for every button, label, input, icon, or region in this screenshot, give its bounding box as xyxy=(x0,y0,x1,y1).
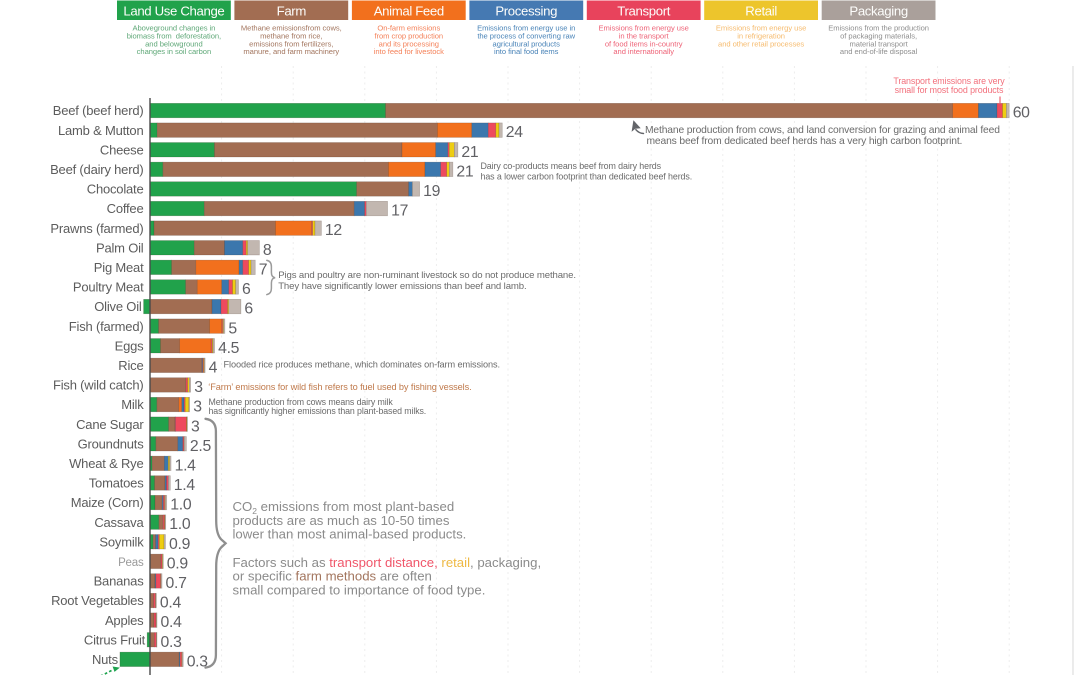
svg-text:small for most food products: small for most food products xyxy=(895,85,1004,95)
svg-text:21: 21 xyxy=(461,144,478,161)
svg-text:1.0: 1.0 xyxy=(169,516,191,533)
svg-text:Dairy co-products means beef f: Dairy co-products means beef from dairy … xyxy=(481,161,662,171)
svg-text:Maize (Corn): Maize (Corn) xyxy=(71,495,144,510)
svg-text:0.4: 0.4 xyxy=(160,595,182,612)
svg-text:21: 21 xyxy=(456,163,473,180)
svg-text:19: 19 xyxy=(423,183,440,200)
svg-text:Methane production from cows,: Methane production from cows, and land c… xyxy=(645,125,1000,136)
svg-text:Eggs: Eggs xyxy=(115,338,145,353)
svg-text:3: 3 xyxy=(191,418,200,435)
svg-text:Pig Meat: Pig Meat xyxy=(94,260,144,275)
svg-text:0.7: 0.7 xyxy=(166,575,187,592)
svg-text:Packaging: Packaging xyxy=(849,3,907,18)
svg-text:Soymilk: Soymilk xyxy=(99,534,144,549)
svg-text:Fish (farmed): Fish (farmed) xyxy=(69,319,144,334)
svg-text:Lamb & Mutton: Lamb & Mutton xyxy=(58,123,144,138)
svg-text:0.3: 0.3 xyxy=(187,654,209,671)
svg-text:Tomatoes: Tomatoes xyxy=(89,476,144,491)
svg-text:Transport: Transport xyxy=(617,3,670,18)
svg-text:Methane emissionsfrom cows,met: Methane emissionsfrom cows, methane from … xyxy=(241,24,342,57)
svg-text:Fish (wild catch): Fish (wild catch) xyxy=(53,378,144,393)
svg-text:Cheese: Cheese xyxy=(100,142,144,157)
svg-text:Poultry Meat: Poultry Meat xyxy=(73,280,144,295)
svg-text:5: 5 xyxy=(228,320,237,337)
svg-text:Pigs and poultry are non-rumin: Pigs and poultry are non-ruminant livest… xyxy=(278,270,576,281)
svg-text:lower than most animal-based p: lower than most animal-based products. xyxy=(233,527,467,542)
svg-text:Beef (dairy herd): Beef (dairy herd) xyxy=(50,162,143,177)
svg-text:1.4: 1.4 xyxy=(175,458,197,475)
svg-text:6: 6 xyxy=(242,281,251,298)
svg-text:Groundnuts: Groundnuts xyxy=(78,436,145,451)
svg-text:Transport emissions are very: Transport emissions are very xyxy=(893,76,1005,86)
svg-text:3: 3 xyxy=(194,379,203,396)
svg-text:Animal Feed: Animal Feed xyxy=(374,3,444,18)
svg-text:4.5: 4.5 xyxy=(218,340,240,357)
svg-text:Bananas: Bananas xyxy=(94,574,145,589)
svg-text:8: 8 xyxy=(263,242,272,259)
svg-text:Cane Sugar: Cane Sugar xyxy=(76,417,144,432)
svg-text:products are as much as 10-50: products are as much as 10-50 times xyxy=(233,513,450,528)
svg-text:Methane production from cows m: Methane production from cows means dairy… xyxy=(209,397,394,407)
svg-text:24: 24 xyxy=(506,124,523,141)
svg-text:Root Vegetables: Root Vegetables xyxy=(51,593,144,608)
svg-text:Flooded rice produces methane,: Flooded rice produces methane, which dom… xyxy=(224,360,500,370)
svg-text:CO2 emissions from most plant-: CO2 emissions from most plant-based xyxy=(233,499,455,516)
svg-text:0.9: 0.9 xyxy=(167,556,189,573)
svg-text:Palm Oil: Palm Oil xyxy=(96,240,144,255)
svg-text:Chocolate: Chocolate xyxy=(87,182,144,197)
svg-text:0.9: 0.9 xyxy=(169,536,191,553)
svg-text:Peas: Peas xyxy=(118,557,144,569)
svg-text:0.3: 0.3 xyxy=(161,634,183,651)
svg-text:Citrus Fruit: Citrus Fruit xyxy=(84,632,146,647)
svg-text:On-farm emissionsfrom crop pro: On-farm emissions from crop production and… xyxy=(374,24,444,57)
svg-text:2.5: 2.5 xyxy=(190,438,212,455)
svg-text:or specific farm methods are o: or specific farm methods are often xyxy=(233,569,432,584)
svg-text:Land Use Change: Land Use Change xyxy=(123,3,224,18)
svg-text:Milk: Milk xyxy=(121,397,144,412)
svg-text:has significantly higher emiss: has significantly higher emissions than … xyxy=(209,406,427,416)
svg-text:Coffee: Coffee xyxy=(107,201,144,216)
svg-text:They have significantly lower: They have significantly lower emissions … xyxy=(278,281,526,292)
svg-text:7: 7 xyxy=(259,262,268,279)
svg-text:Farm: Farm xyxy=(277,3,307,18)
svg-text:Apples: Apples xyxy=(105,613,144,628)
svg-text:Nuts: Nuts xyxy=(92,652,119,667)
svg-text:has a lower carbon footprint t: has a lower carbon footprint than dedica… xyxy=(481,171,693,181)
svg-text:Rice: Rice xyxy=(118,358,143,373)
svg-text:1.4: 1.4 xyxy=(174,477,196,494)
svg-text:0.4: 0.4 xyxy=(161,614,183,631)
svg-text:Retail: Retail xyxy=(745,3,777,18)
svg-text:3: 3 xyxy=(193,399,202,416)
svg-text:17: 17 xyxy=(391,203,408,220)
svg-text:12: 12 xyxy=(325,222,342,239)
svg-text:Factors such as transport dist: Factors such as transport distance, reta… xyxy=(233,555,542,570)
svg-text:‘Farm’ emissions for wild fish: ‘Farm’ emissions for wild fish refers to… xyxy=(208,382,471,392)
svg-text:Cassava: Cassava xyxy=(94,515,144,530)
svg-text:Olive Oil: Olive Oil xyxy=(94,299,142,314)
svg-text:Wheat & Rye: Wheat & Rye xyxy=(69,456,143,471)
svg-text:Prawns (farmed): Prawns (farmed) xyxy=(50,221,143,236)
svg-text:Processing: Processing xyxy=(495,3,557,18)
svg-text:4: 4 xyxy=(209,360,218,377)
svg-text:means beef from dedicated beef: means beef from dedicated beef herds has… xyxy=(647,136,963,147)
svg-text:small compared to importance o: small compared to importance of food typ… xyxy=(233,583,486,598)
svg-text:6: 6 xyxy=(244,301,253,318)
svg-text:60: 60 xyxy=(1013,105,1030,122)
svg-text:Beef (beef herd): Beef (beef herd) xyxy=(53,103,144,118)
svg-text:1.0: 1.0 xyxy=(170,497,192,514)
